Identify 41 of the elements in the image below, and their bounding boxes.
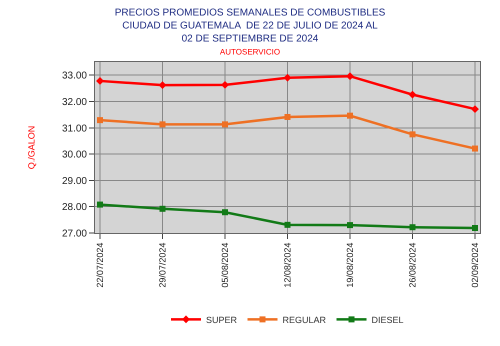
legend-label: SUPER xyxy=(206,314,238,325)
legend-label: DIESEL xyxy=(372,314,404,325)
y-tick-label: 27.00 xyxy=(62,228,88,240)
x-tick-label: 22/07/2024 xyxy=(94,242,105,288)
point xyxy=(284,114,290,120)
y-axis-title: Q./GALON xyxy=(26,126,36,170)
y-tick-label: 30.00 xyxy=(62,150,88,161)
point xyxy=(222,121,228,128)
y-tick-label: 33.00 xyxy=(62,70,88,82)
point xyxy=(472,146,478,152)
point xyxy=(472,225,478,231)
point xyxy=(471,105,479,113)
x-tick-label: 05/08/2024 xyxy=(220,242,230,288)
y-tick-label: 31.00 xyxy=(62,123,88,134)
y-tick-label: 28.00 xyxy=(62,202,88,214)
point xyxy=(97,202,103,208)
point xyxy=(160,206,166,212)
y-tick-label: 29.00 xyxy=(62,176,88,187)
point xyxy=(221,80,229,89)
point xyxy=(96,77,104,85)
point xyxy=(347,222,353,228)
x-tick-label: 26/08/2024 xyxy=(407,242,418,288)
point xyxy=(158,81,166,90)
point xyxy=(222,209,228,216)
y-tick-label: 32.00 xyxy=(62,96,88,108)
legend-label: REGULAR xyxy=(282,314,327,325)
point xyxy=(346,72,354,80)
x-tick-label: 19/08/2024 xyxy=(344,242,355,288)
point xyxy=(408,90,416,99)
x-tick-label: 02/09/2024 xyxy=(470,242,480,288)
point xyxy=(347,112,353,119)
point xyxy=(160,121,166,128)
point xyxy=(284,74,292,82)
point xyxy=(97,117,103,124)
point xyxy=(410,224,416,230)
x-tick-label: 29/07/2024 xyxy=(157,242,168,288)
point xyxy=(284,222,290,228)
chart-title: PRECIOS PROMEDIOS SEMANALES DE COMBUSTIBLES CIUDAD DE GUATEMALA DE 22 DE JULIO DE 2024 AL 02 DE SEPTIEMBRE DE 2024 xyxy=(114,8,386,45)
x-tick-label: 12/08/2024 xyxy=(282,242,292,288)
point xyxy=(410,131,416,138)
chart-subtitle: AUTOSERVICIO xyxy=(220,48,280,57)
